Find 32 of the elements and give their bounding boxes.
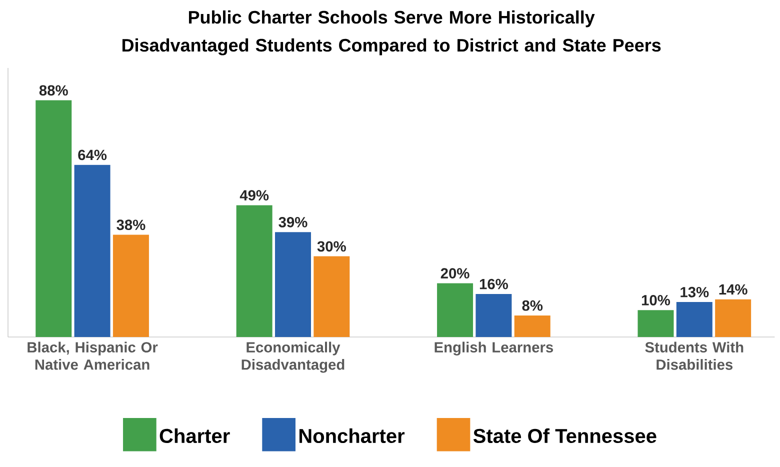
data-label: 30% (317, 241, 346, 252)
bar (638, 310, 674, 337)
bar (476, 294, 512, 337)
data-label: 64% (78, 150, 107, 160)
legend-label: State Of Tennessee (473, 428, 656, 444)
data-label: 14% (719, 284, 748, 295)
data-label: 8% (522, 300, 543, 311)
data-label: 13% (680, 286, 709, 298)
data-label: 49% (240, 190, 269, 200)
x-tick-label: Students With Disabilities (645, 342, 744, 370)
data-label: 10% (642, 295, 670, 306)
bar (74, 164, 110, 337)
bar (275, 232, 311, 337)
data-label: 38% (116, 220, 146, 230)
bar (112, 234, 149, 337)
bar (514, 315, 550, 337)
data-label: 88% (39, 85, 68, 96)
bar (314, 256, 350, 337)
x-tick-label: Black, Hispanic Or Native American (28, 342, 158, 370)
data-label: 16% (480, 278, 508, 290)
bar (437, 283, 474, 337)
x-tick-label: English Learners (434, 342, 553, 356)
x-tick-label: Economically Disadvantaged (242, 342, 344, 373)
data-label: 20% (440, 268, 470, 278)
bar (715, 299, 752, 337)
legend-label: Charter (160, 428, 230, 444)
bar (236, 205, 272, 337)
bar (676, 302, 712, 337)
legend-label: Noncharter (299, 428, 405, 444)
chart-title: Public Charter Schools Serve More Historically Disadvantaged Students Compared to District and State Peers (122, 10, 661, 56)
data-label: 39% (278, 216, 308, 228)
bar (36, 100, 72, 337)
